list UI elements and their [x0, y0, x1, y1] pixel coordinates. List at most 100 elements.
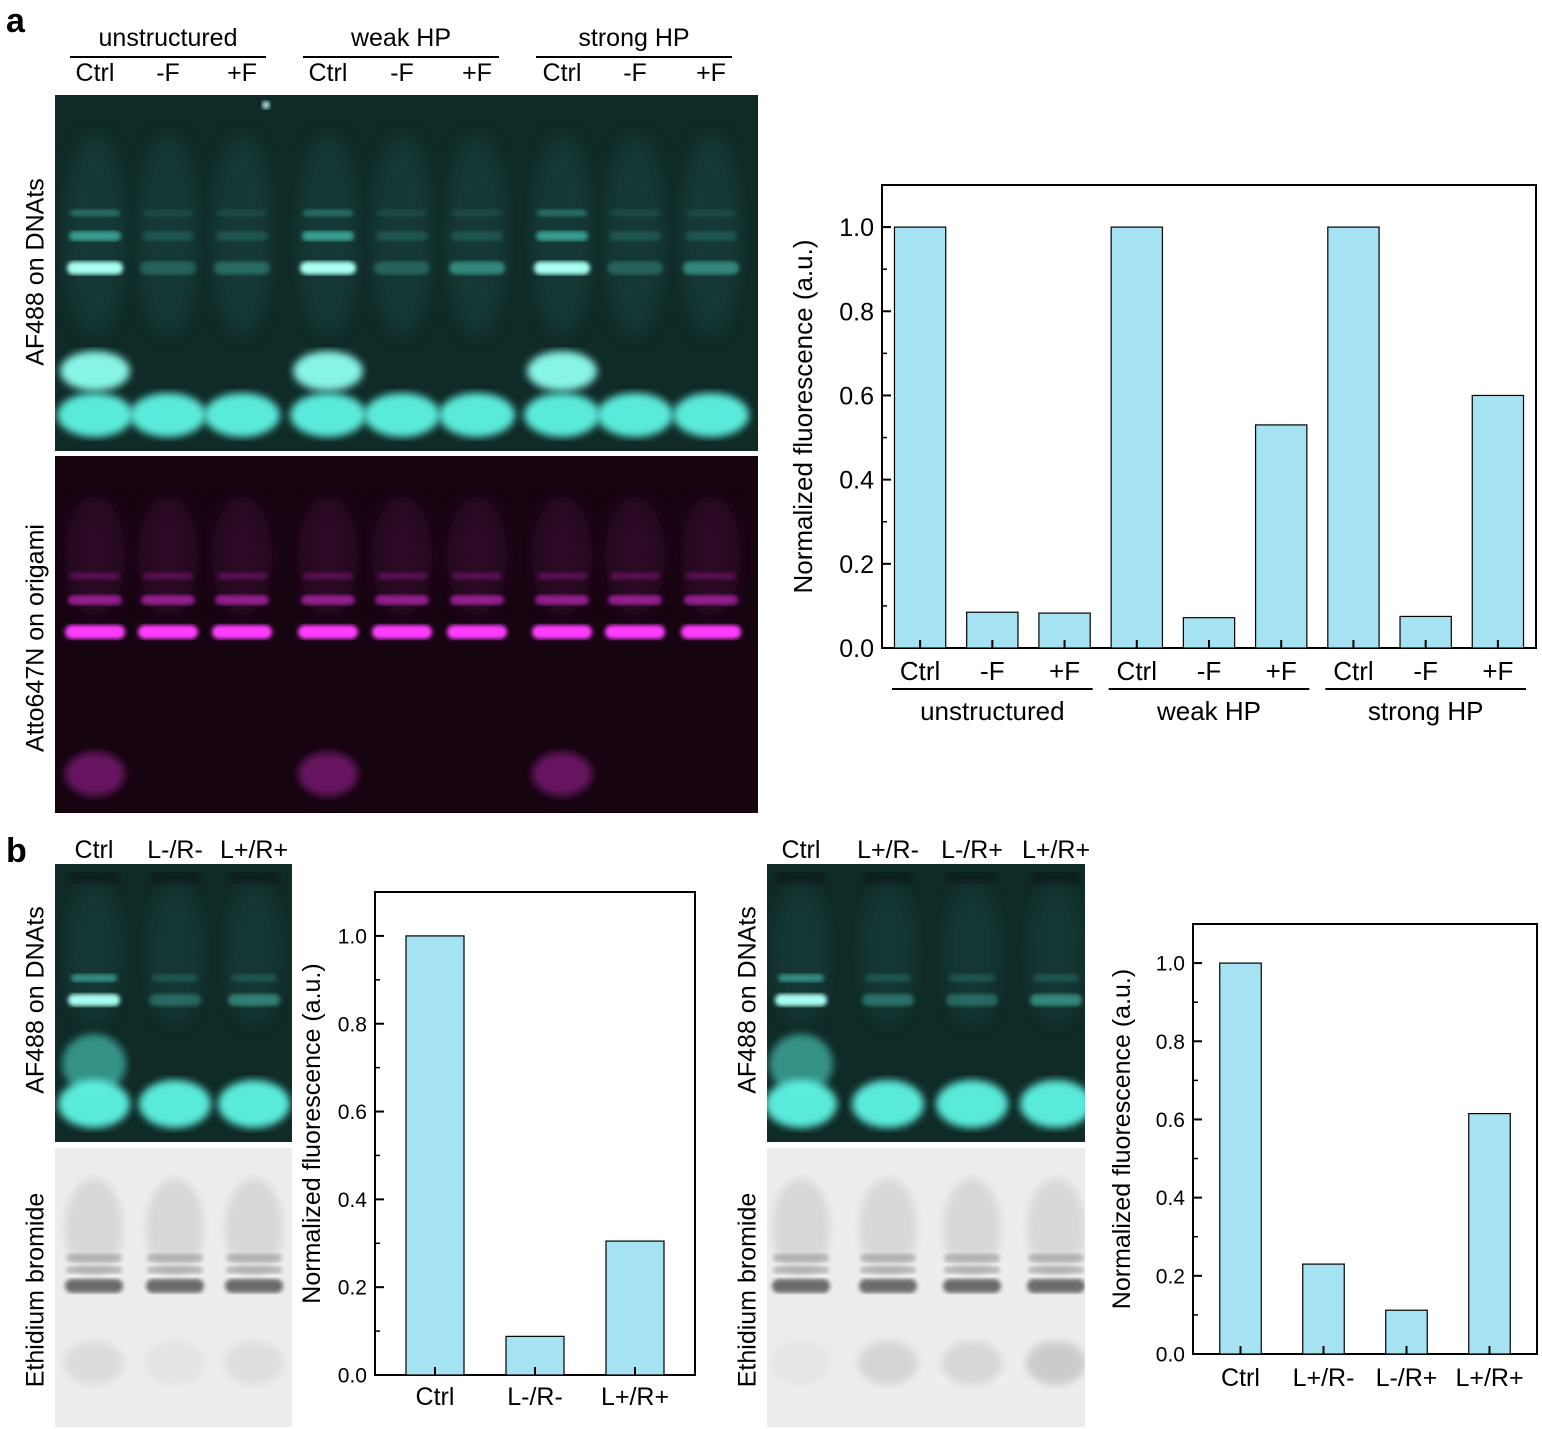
gel-band: [949, 974, 995, 982]
gel-band: [70, 572, 120, 580]
gel-spot: [597, 393, 673, 437]
gel-band: [71, 974, 117, 982]
gel-lane-smear: [212, 496, 272, 616]
group-label-strong-hp: strong HP: [578, 24, 690, 52]
gel-band: [450, 595, 504, 605]
gel-band: [607, 261, 663, 275]
bar: [405, 935, 465, 1376]
x-tick-label: +F: [1049, 656, 1080, 686]
gel-lane-smear: [225, 1178, 283, 1278]
gel-band: [1033, 974, 1079, 982]
gel-bands-left-af488: [58, 873, 290, 1128]
gel-spot: [769, 1034, 833, 1094]
gel-well: [1032, 873, 1080, 883]
gel-band: [534, 261, 590, 275]
y-tick-label: 0.8: [839, 298, 874, 326]
gel-band: [66, 1266, 122, 1274]
gel-band: [225, 1279, 283, 1293]
gel-band: [377, 209, 427, 217]
group-underline: [70, 56, 266, 58]
group-underline: [303, 56, 499, 58]
gel-lane-smear: [772, 1178, 830, 1278]
lane-label: Ctrl: [542, 59, 582, 87]
gel-band: [449, 261, 505, 275]
gel-band: [860, 1254, 916, 1262]
gel-band: [536, 231, 588, 241]
gel-spot: [204, 393, 280, 437]
lane-label: +F: [227, 59, 257, 87]
gel-spot: [262, 101, 270, 109]
gel-spot: [65, 752, 125, 796]
y-tick-label: 0.2: [1156, 1265, 1185, 1288]
gel-spot: [57, 393, 133, 437]
gel-band: [70, 209, 120, 217]
gel-band: [303, 572, 353, 580]
y-axis-label: Normalized fluorescence (a.u.): [788, 239, 818, 593]
gel-band: [1028, 1254, 1084, 1262]
gel-spot: [936, 1080, 1008, 1128]
gel-band: [537, 572, 587, 580]
x-tick-label: +F: [1266, 656, 1297, 686]
gel-spot: [524, 393, 600, 437]
gel-bands-right-af488: [767, 873, 1085, 1128]
gel-band: [231, 974, 277, 982]
gel-band: [1028, 1266, 1084, 1274]
y-tick-label: 1.0: [839, 214, 874, 242]
bar: [1254, 424, 1308, 649]
lane-label: +F: [462, 59, 492, 87]
gel-spot: [145, 1341, 205, 1385]
y-tick-label: 0.2: [839, 551, 874, 579]
gel-band: [944, 1266, 1000, 1274]
y-tick-label: 0.4: [839, 467, 874, 495]
y-tick-label: 1.0: [338, 925, 367, 948]
panel-b-label: b: [6, 832, 27, 870]
gel-well: [151, 873, 199, 883]
gel-band: [149, 994, 201, 1006]
gel-bands-left-etbr: [64, 1178, 284, 1385]
gel-band: [66, 1254, 122, 1262]
gel-band: [143, 572, 193, 580]
gel-lane-smear: [943, 1178, 1001, 1278]
gel-band: [451, 231, 503, 241]
gel-spot: [771, 1341, 831, 1385]
x-tick-label: Ctrl: [1117, 656, 1157, 686]
gel-spot: [290, 393, 366, 437]
gel-lane-smear: [860, 884, 916, 1024]
gel-spot: [439, 393, 515, 437]
x-tick-label: L+/R+: [1455, 1364, 1523, 1392]
gel-bands-right-etbr: [771, 1178, 1085, 1385]
gel-spot: [58, 1080, 130, 1128]
gel-lane-smear: [681, 496, 741, 616]
gel-band: [152, 974, 198, 982]
x-tick-label: Ctrl: [1333, 656, 1373, 686]
gel-lane-smear: [944, 884, 1000, 1024]
gel-band: [773, 1254, 829, 1262]
group-label: weak HP: [1156, 696, 1261, 726]
gel-band: [65, 625, 125, 639]
group-label-weak-hp: weak HP: [350, 24, 452, 52]
gel-spot: [673, 393, 749, 437]
lane-label: -F: [156, 59, 180, 87]
lane-label: +F: [696, 59, 726, 87]
gel-well: [777, 873, 825, 883]
gel-band: [298, 625, 358, 639]
y-tick-label: 0.6: [1156, 1109, 1185, 1132]
gel-band: [862, 994, 914, 1006]
y-tick-label: 0.2: [338, 1277, 367, 1300]
gel-lane-smear: [773, 884, 829, 1024]
gel-spot: [218, 1080, 290, 1128]
x-tick-label: Ctrl: [1221, 1364, 1260, 1392]
gel-band: [226, 1266, 282, 1274]
lane-label: L+/R+: [219, 836, 289, 864]
gel-image-etbr-left: [55, 1148, 292, 1427]
gel-band: [775, 994, 827, 1006]
lane-label: L-/R+: [941, 836, 1003, 864]
gel-spot: [1020, 1080, 1085, 1128]
gel-band: [452, 572, 502, 580]
gel-band: [141, 595, 195, 605]
y-tick-label: 0.0: [338, 1365, 367, 1388]
group-label: strong HP: [1368, 696, 1484, 726]
y-tick-label: 0.4: [1156, 1187, 1186, 1210]
gel-lane-smear: [146, 1178, 204, 1278]
